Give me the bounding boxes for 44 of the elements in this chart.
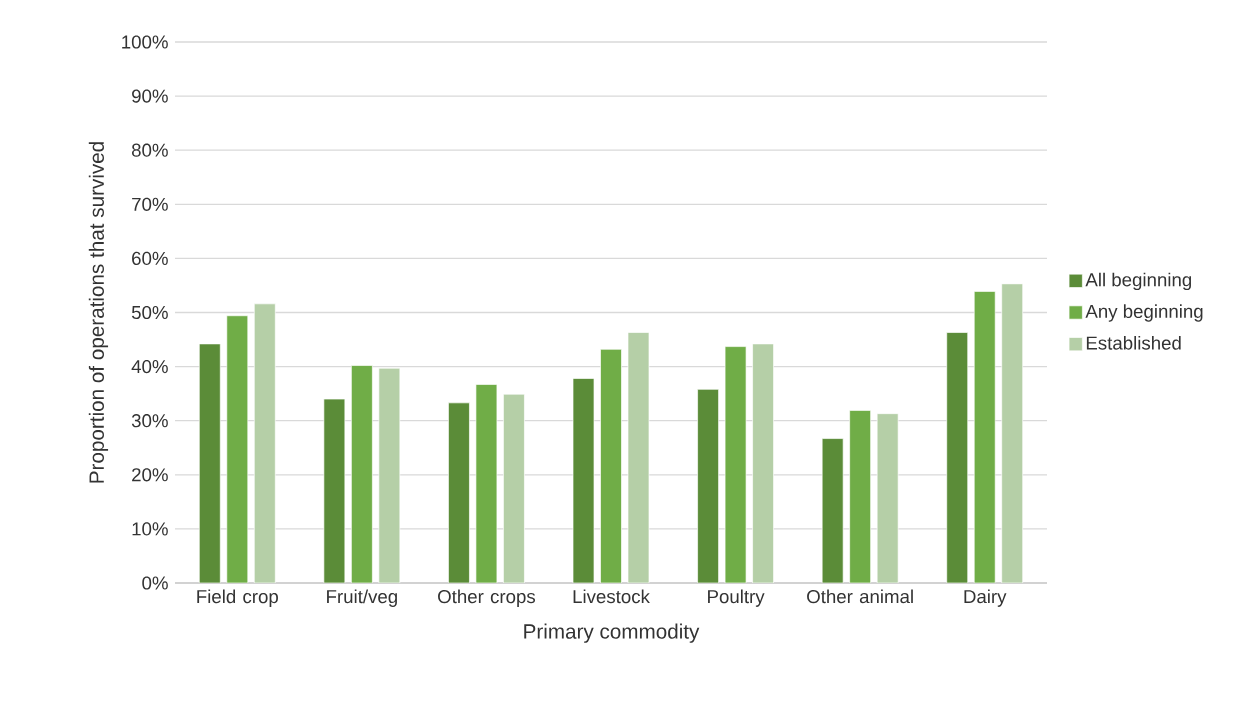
bar (1001, 283, 1024, 583)
legend-label: Any beginning (1085, 304, 1203, 322)
bar (323, 398, 346, 583)
bar (724, 346, 747, 583)
bar (226, 315, 249, 583)
legend-label: All beginning (1085, 272, 1192, 291)
x-tick-label: Other animal (807, 589, 913, 604)
x-tick-label: Other crops (438, 589, 536, 607)
bar (821, 438, 844, 583)
bar (198, 343, 221, 583)
y-tick-label: 80% (131, 143, 168, 157)
y-tick-label: 30% (131, 414, 168, 428)
y-tick-label: 20% (132, 468, 168, 482)
bar (876, 413, 899, 583)
x-tick-label: Field crop (197, 589, 278, 607)
y-axis-title: Proportion of operations that survived (88, 142, 109, 483)
x-tick-label: Poultry (708, 589, 765, 607)
bar (475, 384, 498, 583)
y-tick-label: 40% (131, 359, 168, 374)
bar (627, 332, 650, 583)
x-axis-title: Primary commodity (524, 623, 700, 643)
bar (253, 303, 276, 583)
bar (378, 367, 401, 583)
y-tick-label: 10% (132, 522, 168, 536)
bar (351, 365, 373, 583)
y-tick-label: 90% (132, 89, 168, 103)
bar (697, 388, 719, 583)
legend-label: Established (1086, 335, 1181, 350)
bar (946, 332, 969, 583)
y-tick-label: 70% (132, 197, 168, 211)
x-tick-label: Fruit/veg (327, 589, 397, 607)
bar (448, 402, 470, 583)
y-tick-label: 50% (131, 305, 168, 320)
bar (973, 291, 996, 583)
y-tick-label: 60% (132, 251, 168, 266)
x-tick-label: Livestock (573, 589, 650, 604)
bar (752, 343, 774, 583)
y-tick-label: 100% (122, 35, 168, 49)
y-tick-label: 0% (142, 576, 168, 590)
bar (572, 378, 595, 583)
bar (849, 410, 871, 583)
bar (503, 393, 525, 583)
bar (600, 348, 622, 583)
x-tick-label: Dairy (964, 589, 1007, 607)
